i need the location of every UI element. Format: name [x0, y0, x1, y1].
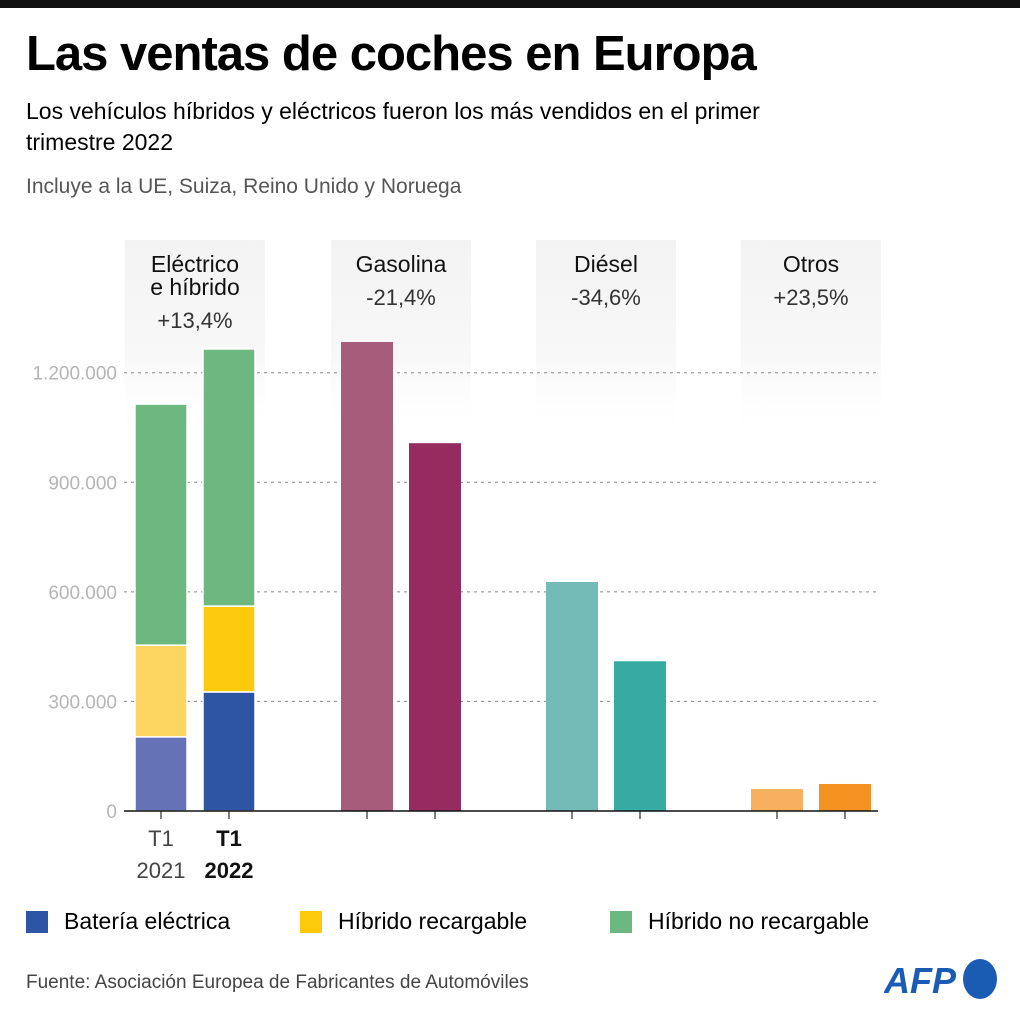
group-title: e híbrido: [150, 274, 240, 300]
x-tick-label: T1: [216, 826, 242, 851]
group-title: Diésel: [574, 251, 638, 277]
bar: [614, 661, 666, 811]
legend-item-bev: Batería eléctrica: [26, 908, 230, 935]
afp-logo: AFP: [884, 959, 997, 1001]
bar: [409, 443, 461, 811]
source-note: Fuente: Asociación Europea de Fabricante…: [26, 972, 529, 993]
bar: [819, 783, 871, 811]
group-title: Eléctrico: [151, 251, 239, 277]
group-panel: [536, 240, 676, 440]
afp-logo-text: AFP: [884, 960, 957, 1001]
chart-title: Las ventas de coches en Europa: [26, 27, 757, 81]
afp-logo-circle: [963, 959, 997, 999]
legend-label: Batería eléctrica: [64, 908, 231, 934]
bar-segment: [202, 691, 256, 812]
y-tick-label: 300.000: [48, 692, 117, 713]
bar-segment: [134, 403, 188, 646]
y-tick-label: 0: [106, 802, 117, 823]
group-title: Gasolina: [356, 251, 447, 277]
legend-swatch: [610, 910, 632, 933]
x-tick-label: 2022: [205, 858, 254, 883]
x-tick-label: T1: [148, 826, 174, 851]
bar-segment: [134, 736, 188, 812]
group-change: -34,6%: [571, 285, 641, 310]
y-tick-label: 1.200.000: [32, 364, 117, 385]
bar: [341, 342, 393, 811]
group-change: -21,4%: [366, 285, 436, 310]
y-tick-label: 900.000: [48, 473, 117, 494]
chart-subtitle: Los vehículos híbridos y eléctricos fuer…: [26, 98, 760, 155]
group-panel: [741, 240, 881, 440]
top-rule: [0, 0, 1020, 8]
legend-label: Híbrido recargable: [338, 908, 528, 934]
group-title: Otros: [783, 251, 839, 277]
legend-swatch: [26, 910, 48, 933]
legend-item-phev: Híbrido recargable: [300, 908, 527, 935]
group-change: +23,5%: [773, 285, 848, 310]
chart-note: Incluye a la UE, Suiza, Reino Unido y No…: [26, 175, 462, 198]
group-change: +13,4%: [157, 308, 232, 333]
y-tick-label: 600.000: [48, 583, 117, 604]
legend-swatch: [300, 910, 322, 933]
bar-segment: [202, 605, 256, 693]
legend-item-hev: Híbrido no recargable: [610, 908, 869, 935]
legend-label: Híbrido no recargable: [648, 908, 870, 934]
bar-segment: [202, 348, 256, 607]
bar: [546, 581, 598, 811]
x-tick-label: 2021: [137, 858, 186, 883]
bar: [751, 789, 803, 811]
bar-segment: [134, 644, 188, 738]
